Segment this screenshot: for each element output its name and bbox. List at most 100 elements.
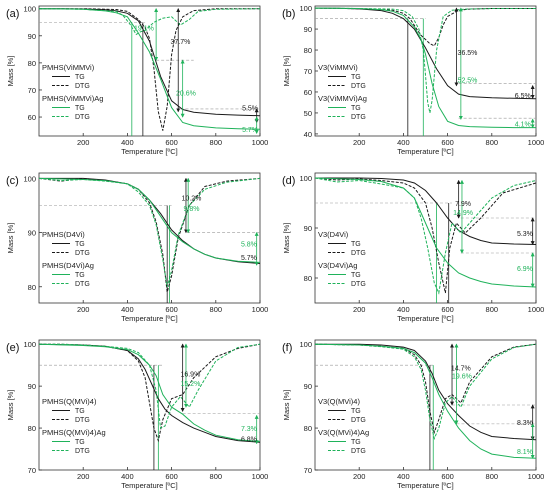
legend-title: PMHS(ViMMVi)Ag	[42, 94, 103, 103]
x-tick-label: 600	[441, 472, 454, 481]
mass-loss-label: 15.2%	[180, 381, 200, 388]
y-tick-label: 70	[28, 466, 36, 475]
mass-loss-label: 7.3%	[241, 426, 257, 433]
y-tick-label: 80	[304, 46, 312, 55]
y-axis-title: Mass [%]	[6, 56, 15, 87]
y-tick-label: 100	[23, 5, 36, 14]
y-tick-label: 90	[28, 32, 36, 41]
y-tick-label: 80	[28, 283, 36, 292]
y-tick-label: 80	[28, 424, 36, 433]
x-tick-label: 600	[165, 138, 178, 147]
y-tick-label: 90	[28, 382, 36, 391]
x-axis-title: Temperature [ºC]	[121, 314, 178, 323]
panel-label: (e)	[6, 342, 19, 354]
legend-title: V3(ViMMVi)Ag	[318, 94, 367, 103]
y-tick-label: 90	[304, 224, 312, 233]
ag-dtg-curve	[38, 177, 261, 287]
tg-curve	[39, 177, 261, 264]
legend-entry: DTG	[351, 448, 366, 455]
x-tick-label: 400	[121, 472, 134, 481]
y-axis-title: Mass [%]	[282, 223, 291, 254]
mass-loss-label: 5.8%	[241, 241, 257, 248]
legend-entry: TG	[351, 241, 361, 248]
y-tick-label: 100	[299, 4, 312, 13]
ag-dtg-curve	[314, 343, 537, 441]
plot-frame	[314, 172, 537, 304]
panel-a: (a) 60 70 80 90 100 200 400 600 800 1000 Temperatur…	[6, 5, 268, 156]
legend-title: V3(ViMMVi)	[318, 63, 358, 72]
x-tick-label: 400	[121, 138, 134, 147]
legend-title: PMHS(Q(MVi)4)	[42, 397, 97, 406]
mass-loss-label: 14.9%	[453, 210, 473, 217]
legend-entry: DTG	[75, 281, 90, 288]
x-tick-label: 600	[165, 305, 178, 314]
x-tick-label: 1000	[528, 305, 545, 314]
mass-loss-label: 4.1%	[515, 121, 531, 128]
y-axis-title: Mass [%]	[282, 56, 291, 87]
y-tick-label: 70	[304, 466, 312, 475]
x-tick-label: 400	[121, 305, 134, 314]
x-tick-label: 200	[77, 472, 90, 481]
dtg-curve	[39, 343, 261, 443]
legend-title: PMHS(Q(MVi)4)Ag	[42, 428, 106, 437]
y-tick-label: 70	[28, 86, 36, 95]
ag-dtg-curve	[314, 177, 537, 295]
y-tick-label: 90	[304, 25, 312, 34]
legend-entry: TG	[351, 439, 361, 446]
legend-entry: DTG	[75, 417, 90, 424]
mass-loss-label: 36.5%	[458, 50, 478, 57]
legend-title: V3(Q(MVi)4)Ag	[318, 428, 369, 437]
ag-dtg-curve	[39, 343, 261, 429]
ag-dtg-curve	[38, 8, 261, 36]
mass-loss-label: 5.7%	[241, 255, 257, 262]
y-tick-label: 80	[28, 59, 36, 68]
x-tick-label: 200	[77, 138, 90, 147]
dtg-curve	[314, 7, 536, 47]
legend-entry: TG	[351, 272, 361, 279]
mass-loss-label: 6.8%	[241, 437, 257, 444]
x-axis-title: Temperature [ºC]	[397, 147, 454, 156]
ag-tg-curve	[38, 343, 261, 442]
tg-curve	[315, 343, 537, 441]
legend-entry: DTG	[75, 114, 90, 121]
mass-loss-label: 5.7%	[242, 127, 258, 134]
mass-loss-label: 5.5%	[242, 106, 258, 113]
legend-entry: DTG	[75, 83, 90, 90]
plot-frame	[38, 172, 261, 304]
x-tick-label: 200	[353, 472, 366, 481]
x-tick-label: 1000	[252, 305, 269, 314]
mass-loss-label: 14.7%	[451, 365, 471, 372]
x-tick-label: 1000	[528, 472, 545, 481]
legend-title: PMHS(D4Vi)	[42, 230, 85, 239]
legend-title: V3(Q(MVi)4)	[318, 397, 360, 406]
y-tick-label: 60	[304, 88, 312, 97]
x-tick-label: 200	[353, 305, 366, 314]
legend-entry: DTG	[351, 114, 366, 121]
legend-entry: TG	[75, 241, 85, 248]
y-tick-label: 80	[304, 274, 312, 283]
legend-entry: TG	[351, 74, 361, 81]
legend-entry: DTG	[75, 250, 90, 257]
panel-label: (a)	[6, 8, 19, 20]
legend-entry: DTG	[75, 448, 90, 455]
y-tick-label: 100	[299, 174, 312, 183]
x-tick-label: 800	[486, 472, 499, 481]
y-axis-title: Mass [%]	[6, 223, 15, 254]
y-tick-label: 40	[304, 130, 312, 139]
legend-title: V3(D4Vi)Ag	[318, 261, 357, 270]
legend-entry: DTG	[351, 417, 366, 424]
panel-label: (f)	[282, 342, 292, 354]
y-tick-label: 100	[23, 174, 36, 183]
legend-entry: DTG	[351, 281, 366, 288]
x-tick-label: 1000	[252, 138, 269, 147]
legend-entry: TG	[75, 74, 85, 81]
mass-loss-label: 16.9%	[180, 372, 200, 379]
panel-d: (d) 80 90 100 200 400 600 800 1000 Temperature [º…	[282, 172, 545, 323]
y-tick-label: 90	[304, 382, 312, 391]
legend-title: PMHS(D4Vi)Ag	[42, 261, 94, 270]
y-tick-label: 50	[304, 109, 312, 118]
x-tick-label: 1000	[252, 472, 269, 481]
mass-loss-label: 52.5%	[458, 77, 478, 84]
mass-loss-label: 6.5%	[515, 93, 531, 100]
panel-b: (b) 40 50 60 70 80 90 100 200 400 600 800 1000 Temper…	[282, 4, 544, 156]
